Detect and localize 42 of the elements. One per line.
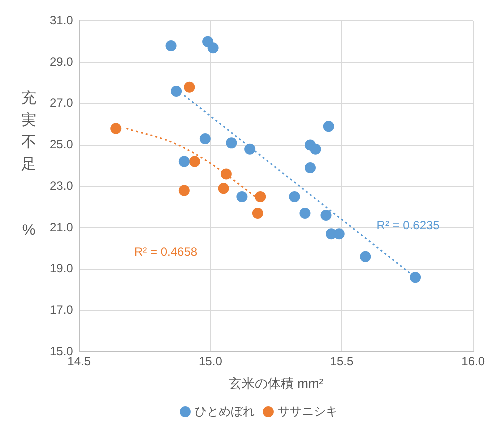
point xyxy=(320,210,332,222)
point xyxy=(323,121,334,132)
y-tick-label: 27.0 xyxy=(50,96,74,110)
x-tick-label: 15.0 xyxy=(199,354,223,369)
point xyxy=(178,185,190,196)
point xyxy=(218,183,230,194)
point xyxy=(289,191,300,202)
y-tick-label: 31.0 xyxy=(50,14,74,28)
point xyxy=(252,208,264,219)
point xyxy=(236,191,248,202)
legend-label: ササニシキ xyxy=(278,404,338,418)
point xyxy=(360,251,372,262)
x-axis-title: 玄米の体積 mm² xyxy=(229,376,324,391)
point xyxy=(244,144,256,155)
legend-label: ひとめぼれ xyxy=(195,404,255,418)
point xyxy=(310,144,322,155)
point xyxy=(226,138,238,149)
x-tick-label: 16.0 xyxy=(462,354,486,369)
y-tick-label: 17.0 xyxy=(50,302,74,317)
y-tick-label: 29.0 xyxy=(50,54,74,69)
y-tick-label: 19.0 xyxy=(50,262,74,276)
point xyxy=(166,40,177,52)
point xyxy=(255,191,266,202)
point xyxy=(334,228,345,240)
point xyxy=(178,156,190,168)
point xyxy=(171,86,182,97)
point xyxy=(189,156,200,168)
text: 充実不足% xyxy=(22,90,36,239)
point xyxy=(200,134,211,145)
y-tick-label: 23.0 xyxy=(50,178,74,193)
point xyxy=(300,208,311,219)
point xyxy=(304,162,316,174)
x-tick-label: 15.5 xyxy=(330,354,354,369)
y-tick-label: 25.0 xyxy=(50,138,74,152)
annotation: R² = 0.4658 xyxy=(134,245,198,260)
point xyxy=(208,42,219,54)
point xyxy=(184,82,196,93)
point xyxy=(110,123,122,134)
y-tick-label: 21.0 xyxy=(50,220,74,234)
annotation: R² = 0.6235 xyxy=(376,218,440,233)
point xyxy=(410,272,422,284)
point xyxy=(220,168,232,180)
